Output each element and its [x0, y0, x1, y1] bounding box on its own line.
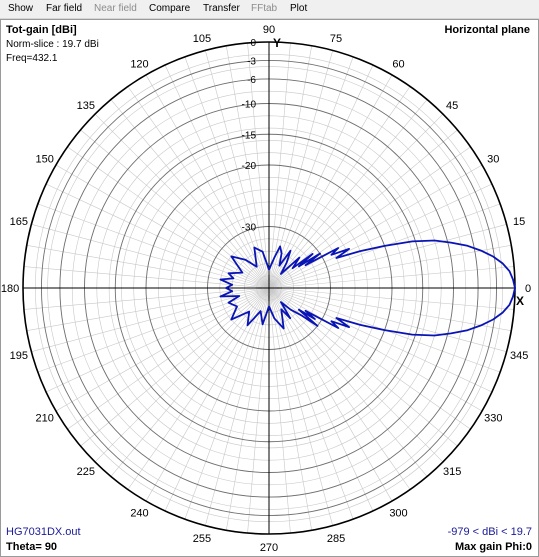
angle-tick-label: 0 [525, 283, 531, 295]
radial-tick-label: -6 [247, 75, 256, 86]
menu-bar: Show Far field Near field Compare Transf… [0, 0, 539, 19]
angle-tick-label: 315 [443, 466, 461, 478]
angle-tick-label: 105 [193, 33, 211, 45]
max-gain-label: Max gain Phi:0 [454, 541, 532, 553]
filename-label: HG7031DX.out [6, 526, 81, 538]
angle-tick-label: 240 [130, 507, 148, 519]
angle-tick-label: 285 [327, 533, 345, 545]
radial-tick-label: -30 [242, 223, 257, 234]
angle-tick-label: 75 [330, 33, 342, 45]
x-axis-label: X [516, 294, 524, 308]
angle-tick-label: 210 [36, 413, 54, 425]
angle-tick-label: 120 [130, 59, 148, 71]
y-axis-label: Y [273, 36, 281, 50]
angle-tick-label: 255 [193, 533, 211, 545]
angle-tick-label: 300 [389, 507, 407, 519]
radial-tick-label: -3 [247, 56, 256, 67]
menu-show[interactable]: Show [8, 3, 34, 14]
polar-chart: 0 15 30 45 60 75 90 105 120 135 150 165 180 195 210 225… [1, 24, 531, 554]
menu-fftab[interactable]: FFtab [251, 3, 278, 14]
theta-label: Theta= 90 [6, 541, 58, 553]
angle-tick-label: 15 [513, 216, 525, 228]
radial-tick-label: -15 [242, 130, 257, 141]
radial-tick-label: -10 [242, 100, 257, 111]
plane-label: Horizontal plane [444, 24, 530, 36]
angle-tick-label: 45 [446, 100, 458, 112]
gain-range-label: -979 < dBi < 19.7 [447, 526, 532, 538]
angle-tick-label: 30 [487, 154, 499, 166]
radial-tick-label: 0 [250, 38, 256, 49]
angle-tick-label: 90 [263, 24, 275, 36]
angle-tick-label: 60 [392, 59, 404, 71]
menu-plot[interactable]: Plot [290, 3, 308, 14]
angle-tick-label: 345 [510, 350, 528, 362]
angle-tick-label: 135 [77, 100, 95, 112]
angle-tick-label: 330 [484, 413, 502, 425]
angle-tick-label: 150 [36, 154, 54, 166]
menu-transfer[interactable]: Transfer [203, 3, 240, 14]
radial-tick-label: -20 [242, 161, 257, 172]
plot-area: 0 15 30 45 60 75 90 105 120 135 150 165 180 195 210 225… [0, 19, 539, 557]
angle-tick-label: 225 [77, 466, 95, 478]
angle-tick-label: 195 [10, 350, 28, 362]
angle-tick-label: 270 [260, 542, 278, 554]
norm-slice-label: Norm-slice : 19.7 dBi [6, 39, 99, 50]
frequency-label: Freq=432.1 [6, 53, 58, 64]
menu-compare[interactable]: Compare [149, 3, 191, 14]
menu-near-field[interactable]: Near field [94, 3, 137, 14]
gain-title: Tot-gain [dBi] [6, 24, 77, 36]
angle-tick-label: 165 [10, 216, 28, 228]
gain-pattern-trace [219, 239, 516, 337]
menu-far-field[interactable]: Far field [46, 3, 83, 14]
angle-tick-label: 180 [1, 283, 19, 295]
